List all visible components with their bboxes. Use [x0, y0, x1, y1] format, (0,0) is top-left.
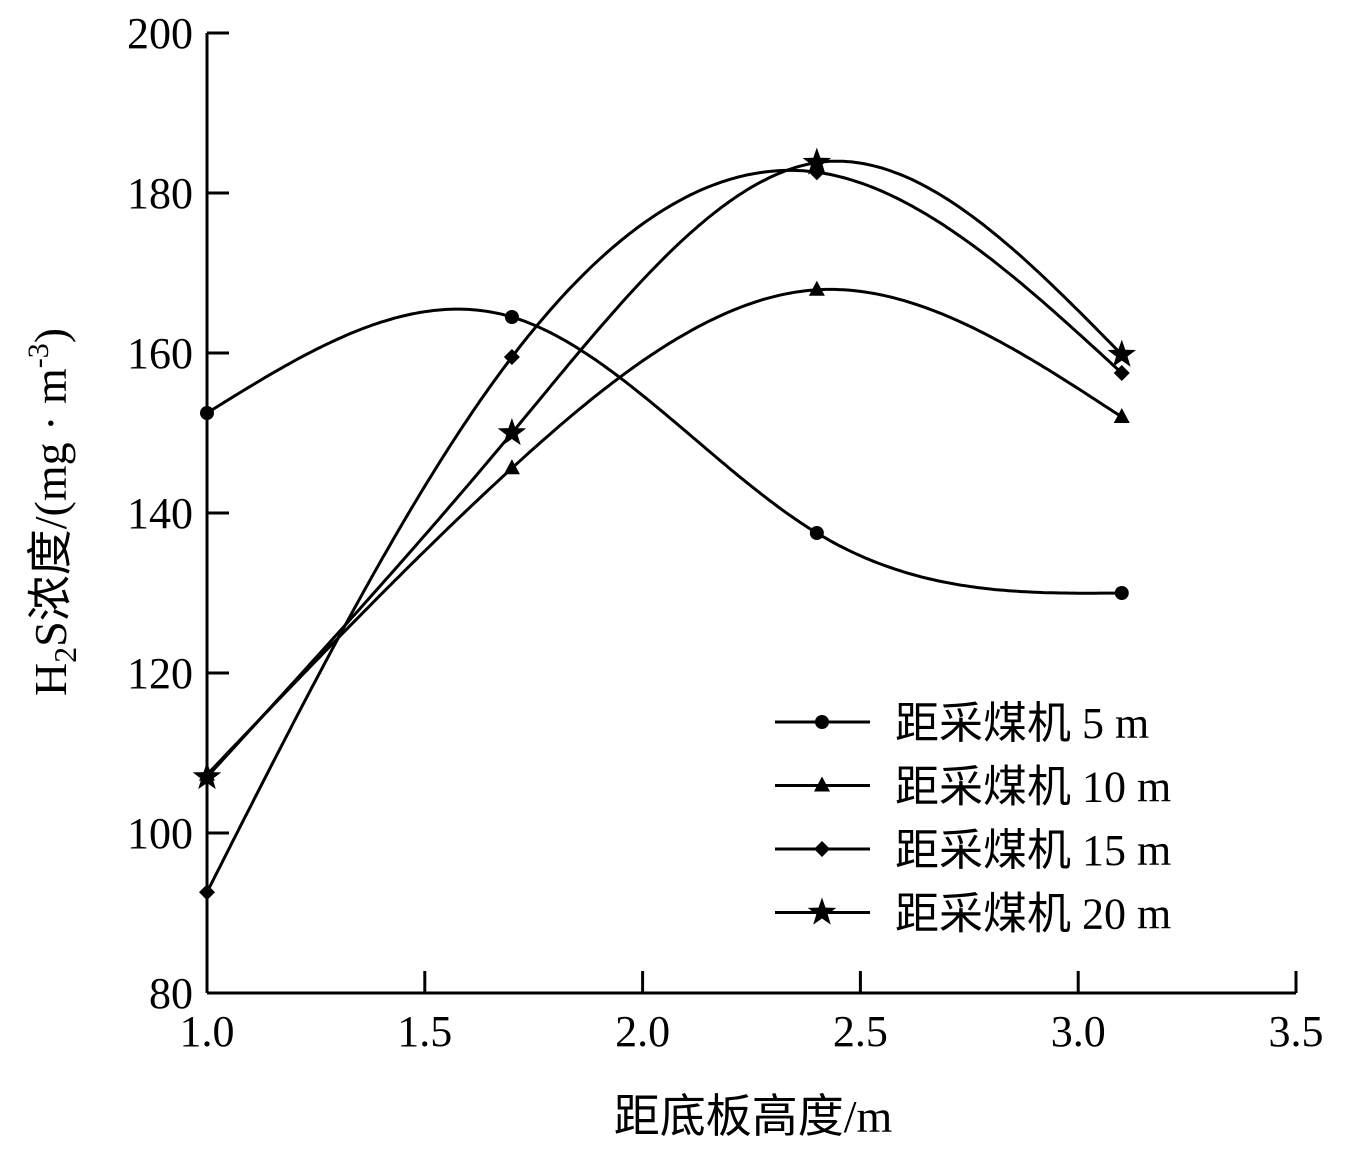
series-diamond: [199, 164, 1130, 901]
series-group: [192, 147, 1136, 901]
data-point: [809, 526, 824, 540]
data-point: [504, 310, 519, 324]
y-tick-label: 100: [127, 809, 193, 858]
legend-label: 距采煤机 20 m: [895, 890, 1171, 939]
series-line: [205, 168, 1123, 893]
x-tick-label: 3.5: [1269, 1007, 1324, 1056]
legend-item: 距采煤机 20 m: [775, 890, 1171, 939]
legend-marker: [815, 715, 829, 729]
data-point: [503, 459, 520, 475]
data-point: [808, 280, 825, 296]
y-tick-label: 160: [127, 329, 193, 378]
y-tick-label: 120: [127, 649, 193, 698]
series-line: [205, 159, 1123, 779]
y-tick-label: 140: [127, 489, 193, 538]
x-tick-label: 2.0: [615, 1007, 670, 1056]
legend-item: 距采煤机 10 m: [775, 763, 1171, 812]
legend-label: 距采煤机 15 m: [895, 826, 1171, 875]
x-tick-label: 3.0: [1051, 1007, 1106, 1056]
legend-marker: [814, 776, 830, 792]
legend-label: 距采煤机 10 m: [895, 763, 1171, 812]
legend: 距采煤机 5 m 距采煤机 10 m 距采煤机 15 m 距采煤机 20 m: [775, 699, 1171, 939]
series-line: [206, 307, 1122, 595]
series-star: [192, 147, 1136, 790]
x-tick-label: 1.0: [180, 1007, 235, 1056]
data-point: [1113, 408, 1130, 423]
series-circle: [200, 307, 1129, 600]
data-point: [192, 762, 222, 790]
y-tick-label: 80: [149, 969, 193, 1018]
data-point: [503, 349, 520, 365]
y-axis-label: H2S浓度/(mg · m-3): [22, 328, 83, 696]
data-point: [199, 884, 215, 901]
legend-label: 距采煤机 5 m: [895, 699, 1149, 748]
axes: 1.0 1.5 2.0 2.5 3.0 3.5 80 100 120 140 160 180 200: [127, 9, 1324, 1056]
x-axis-label: 距底板高度/m: [614, 1091, 893, 1142]
legend-item: 距采煤机 15 m: [775, 826, 1171, 875]
data-point: [1113, 365, 1130, 381]
data-point: [200, 406, 214, 420]
legend-item: 距采煤机 5 m: [775, 699, 1149, 748]
y-tick-label: 180: [127, 169, 193, 218]
y-tick-label: 200: [127, 9, 193, 58]
data-point: [1114, 586, 1129, 600]
legend-marker: [807, 897, 837, 925]
data-point: [802, 147, 832, 175]
data-point: [497, 418, 527, 446]
series-line: [205, 287, 1123, 776]
x-tick-label: 2.5: [833, 1007, 888, 1056]
data-point: [1107, 339, 1136, 367]
legend-marker: [814, 841, 830, 857]
x-tick-label: 1.5: [397, 1007, 452, 1056]
